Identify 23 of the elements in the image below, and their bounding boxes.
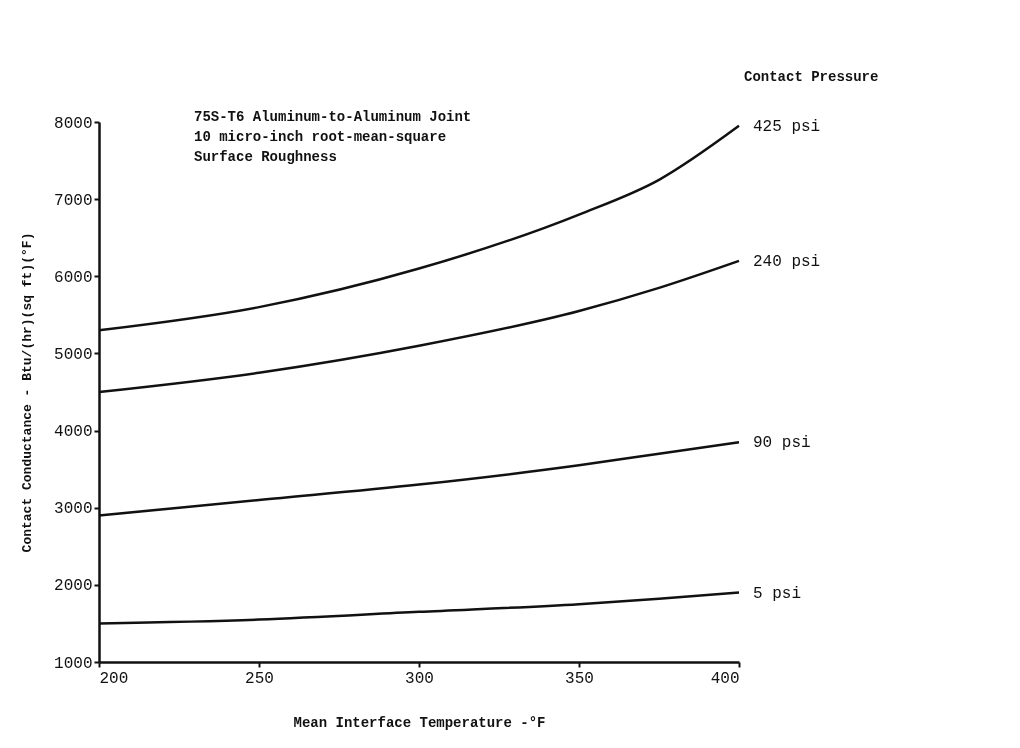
annotation: 10 micro-inch root-mean-square	[194, 129, 447, 145]
annotation: Surface Roughness	[194, 149, 337, 165]
x-tick-label: 200	[99, 669, 129, 688]
series-label: 90 psi	[753, 434, 811, 453]
x-tick-label: 400	[710, 669, 740, 688]
annotation: 75S-T6 Aluminum-to-Aluminum Joint	[194, 109, 472, 125]
y-tick-label: 8000	[54, 114, 93, 133]
y-tick-label: 7000	[54, 191, 93, 210]
x-axis-title: Mean Interface Temperature -°F	[293, 714, 546, 731]
y-tick-label: 6000	[54, 268, 93, 287]
x-tick-label: 300	[405, 669, 434, 688]
y-tick-label: 3000	[54, 500, 93, 519]
y-tick-label: 5000	[54, 345, 93, 364]
y-axis-title: Contact Conductance - Btu/(hr)(sq ft)(°F)	[20, 232, 36, 553]
x-tick-label: 250	[245, 669, 274, 688]
y-tick-label: 1000	[54, 654, 93, 673]
y-tick-label: 2000	[54, 577, 93, 596]
x-tick-label: 350	[565, 669, 594, 688]
legend-title: Contact Pressure	[744, 69, 879, 85]
series-label: 425 psi	[753, 117, 821, 136]
series-label: 5 psi	[753, 584, 802, 603]
y-tick-label: 4000	[54, 423, 93, 442]
series-label: 240 psi	[753, 252, 821, 271]
